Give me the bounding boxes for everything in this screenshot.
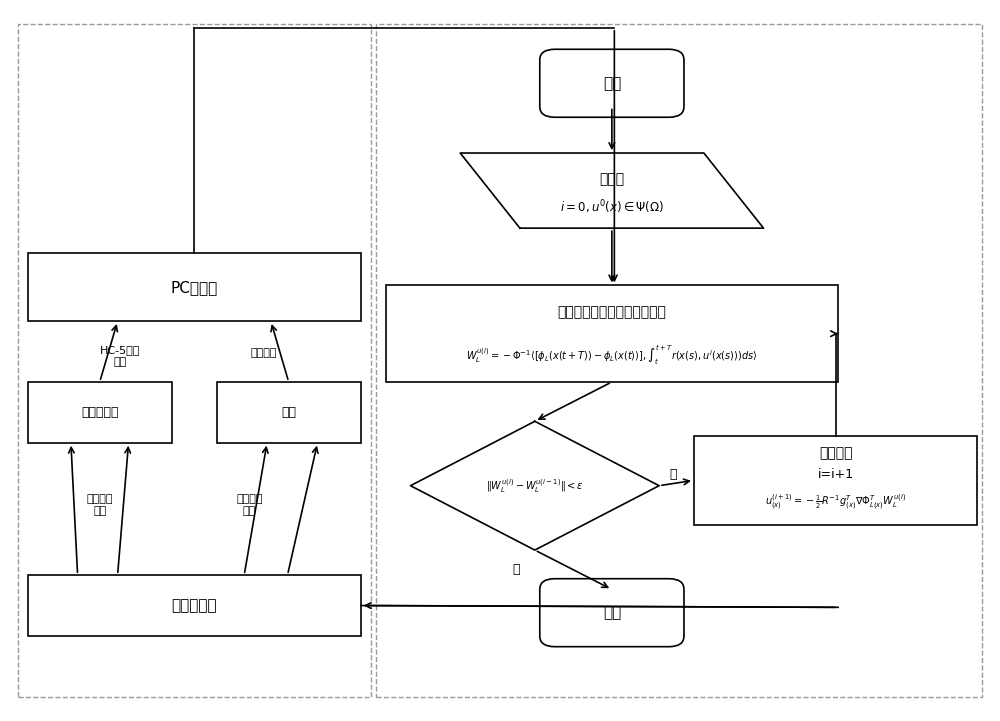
Bar [28,253,361,321]
Text: $i = 0, u^0(x) \in \Psi(\Omega)$: $i = 0, u^0(x) \in \Psi(\Omega)$ [560,198,664,216]
Text: 结束: 结束 [603,605,621,620]
FancyBboxPatch shape [540,579,684,647]
Text: 惯性传感器: 惯性传感器 [81,406,118,419]
Bar [217,382,361,443]
Text: 采集角度
信息: 采集角度 信息 [87,494,113,516]
Text: 否: 否 [669,469,677,482]
Bar [28,575,361,636]
Bar [694,435,977,525]
Text: i=i+1: i=i+1 [818,468,854,481]
Text: PC上位机: PC上位机 [171,280,218,295]
FancyBboxPatch shape [540,49,684,118]
Bar [18,25,371,696]
Text: 无线通信: 无线通信 [250,348,277,358]
Polygon shape [460,153,764,228]
Text: 初始化: 初始化 [599,172,624,186]
Bar [28,382,172,443]
Text: $W_L^{u(i)} = -\Phi^{-1}\langle[\phi_L(x(t+T))-\phi_L(x(t))], \int_{t}^{t+T} r(x: $W_L^{u(i)} = -\Phi^{-1}\langle[\phi_L(x… [466,343,758,367]
Text: 相机: 相机 [281,406,296,419]
Text: 使用最小二乘法求解成本函数: 使用最小二乘法求解成本函数 [557,306,666,319]
Text: 移动机器人: 移动机器人 [171,598,217,613]
Text: $\|W_L^{u(i)} - W_L^{u(i-1)}\| < \varepsilon$: $\|W_L^{u(i)} - W_L^{u(i-1)}\| < \vareps… [486,477,584,495]
Polygon shape [411,421,659,550]
Text: 采集位置
信息: 采集位置 信息 [236,494,263,516]
Text: 策略更新: 策略更新 [819,446,852,461]
Text: 开始: 开始 [603,76,621,91]
Bar [376,25,982,696]
Text: $u^{(i+1)}_{(x)} = -\frac{1}{2}R^{-1}g^T_{(x)}\nabla\Phi^T_{L(x)}W_L^{u(i)}$: $u^{(i+1)}_{(x)} = -\frac{1}{2}R^{-1}g^T… [765,493,906,513]
Text: 是: 是 [512,563,520,576]
Bar [386,286,838,382]
Text: HC-5蓝牙
传送: HC-5蓝牙 传送 [100,345,140,367]
